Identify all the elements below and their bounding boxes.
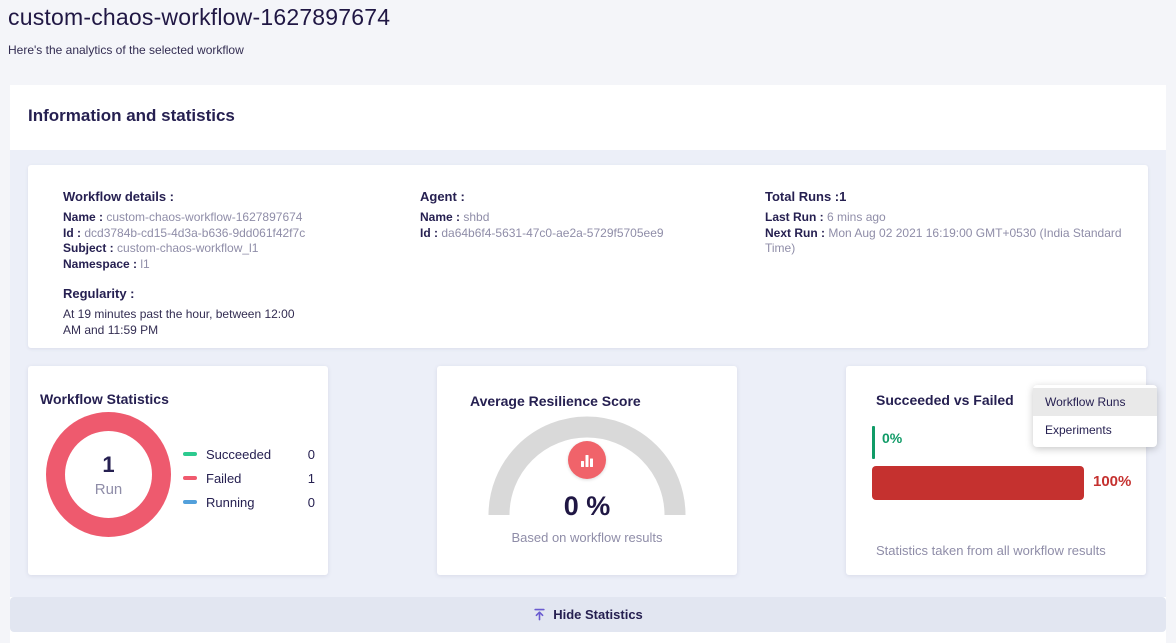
resilience-score-caption: Based on workflow results <box>511 530 663 545</box>
donut-run-count: 1 <box>102 451 115 477</box>
legend-row-running: Running 0 <box>183 490 315 514</box>
running-dash-icon <box>183 500 197 504</box>
succeeded-percent-label: 0% <box>882 430 903 446</box>
bar-chart-icon <box>568 441 606 479</box>
results-filter-dropdown: Workflow Runs Experiments <box>1033 385 1157 447</box>
total-runs-heading: Total Runs :1 <box>765 189 847 204</box>
agent-id-row: Id : da64b6f4-5631-47c0-ae2a-5729f5705ee… <box>420 225 664 240</box>
workflow-name-row: Name : custom-chaos-workflow-1627897674 <box>63 210 303 224</box>
regularity-line-1: At 19 minutes past the hour, between 12:… <box>63 307 295 321</box>
page-subtitle: Here's the analytics of the selected wor… <box>8 43 244 57</box>
workflow-statistics-card: Workflow Statistics 1 Run Succeeded 0 <box>28 366 328 575</box>
dropdown-item-workflow-runs[interactable]: Workflow Runs <box>1033 388 1157 416</box>
donut-legend: Succeeded 0 Failed 1 Running 0 <box>183 442 315 514</box>
dropdown-item-experiments[interactable]: Experiments <box>1045 423 1112 437</box>
agent-column: Agent : Name : shbd Id : da64b6f4-5631-4… <box>420 189 765 348</box>
runs-column: Total Runs :1 Last Run : 6 mins ago Next… <box>765 189 1148 348</box>
hide-statistics-button[interactable]: Hide Statistics <box>10 597 1166 632</box>
workflow-namespace-row: Namespace : l1 <box>63 256 150 271</box>
regularity-block: Regularity : At 19 minutes past the hour… <box>63 286 420 338</box>
failed-dash-icon <box>183 476 197 480</box>
resilience-score-title: Average Resilience Score <box>470 393 641 409</box>
information-statistics-section: Information and statistics Workflow deta… <box>10 85 1166 643</box>
hide-statistics-label: Hide Statistics <box>553 607 643 622</box>
section-title: Information and statistics <box>28 106 235 125</box>
failed-bar <box>872 466 1084 500</box>
last-run-row: Last Run : 6 mins ago <box>765 210 886 224</box>
page-header: custom-chaos-workflow-1627897674 Here's … <box>0 0 1176 85</box>
donut-center: 1 Run <box>65 431 152 518</box>
legend-row-failed: Failed 1 <box>183 466 315 490</box>
workflow-runs-donut-chart: 1 Run <box>46 412 171 537</box>
workflow-id-row: Id : dcd3784b-cd15-4d3a-b636-9dd061f42f7… <box>63 225 306 240</box>
resilience-score-value: 0 % <box>563 491 611 521</box>
succeeded-vs-failed-title: Succeeded vs Failed <box>876 392 1014 408</box>
workflow-details-card: Workflow details : Name : custom-chaos-w… <box>28 165 1148 348</box>
workflow-subject-row: Subject : custom-chaos-workflow_l1 <box>63 241 259 255</box>
stat-cards-row: Workflow Statistics 1 Run Succeeded 0 <box>28 366 1157 575</box>
workflow-details-column: Workflow details : Name : custom-chaos-w… <box>63 189 420 348</box>
succeeded-vs-failed-card: Succeeded vs Failed 0% 100% Statistics t… <box>846 366 1157 575</box>
next-run-row: Next Run : Mon Aug 02 2021 16:19:00 GMT+… <box>765 225 1122 256</box>
resilience-score-card: Average Resilience Score 0 % Based on wo… <box>437 366 737 575</box>
agent-name-row: Name : shbd <box>420 210 490 224</box>
workflow-statistics-title: Workflow Statistics <box>40 391 169 407</box>
succeeded-dash-icon <box>183 452 197 456</box>
resilience-gauge-arc <box>488 416 686 516</box>
statistics-panel: Workflow details : Name : custom-chaos-w… <box>10 150 1166 597</box>
page-title: custom-chaos-workflow-1627897674 <box>8 4 391 30</box>
legend-row-succeeded: Succeeded 0 <box>183 442 315 466</box>
succeeded-bar <box>872 426 875 459</box>
succeeded-vs-failed-caption: Statistics taken from all workflow resul… <box>876 543 1106 558</box>
workflow-details-heading: Workflow details : <box>63 189 174 204</box>
regularity-heading: Regularity : <box>63 286 135 301</box>
failed-percent-label: 100% <box>1093 473 1132 490</box>
collapse-up-icon <box>533 608 546 621</box>
donut-run-label: Run <box>94 480 123 498</box>
agent-heading: Agent : <box>420 189 465 204</box>
regularity-line-2: AM and 11:59 PM <box>63 322 159 337</box>
